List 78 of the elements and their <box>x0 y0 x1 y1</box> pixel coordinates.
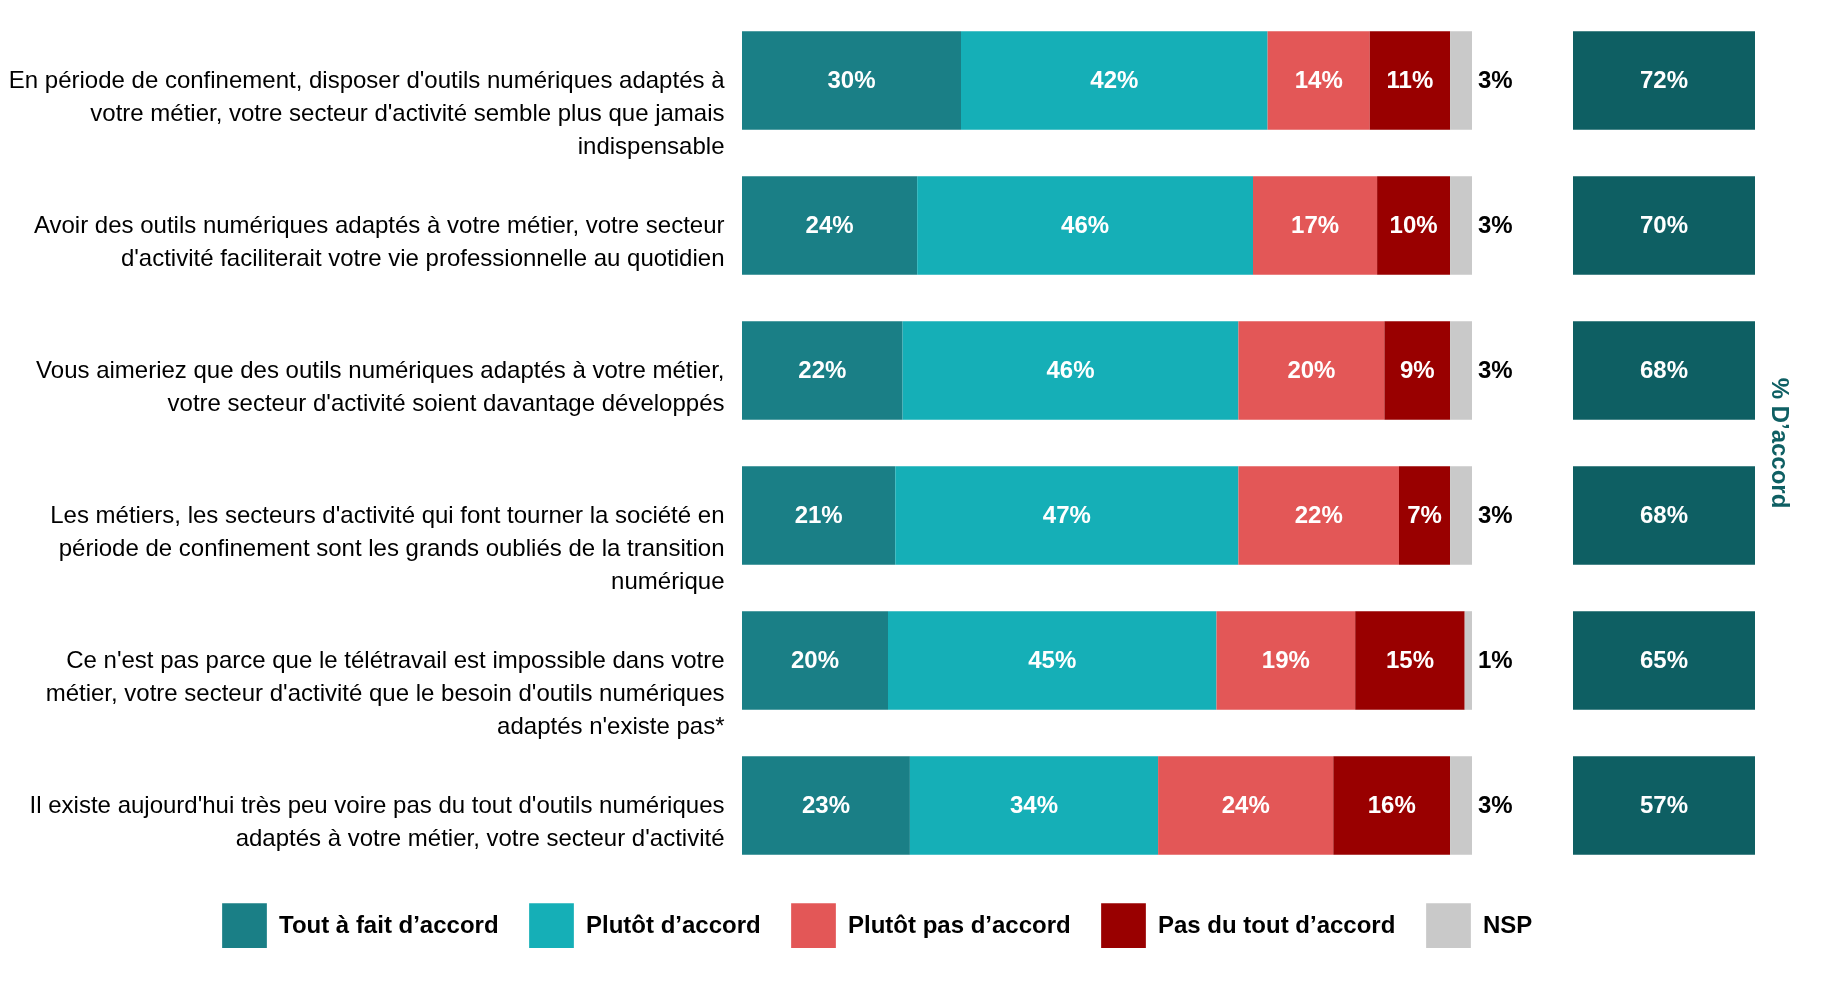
text: 65% <box>1639 645 1689 673</box>
legend-label: Pas du tout d’accord <box>1158 910 1396 938</box>
data-label: 23% <box>801 790 850 818</box>
bar <box>742 611 888 710</box>
data-label: 22% <box>1294 500 1343 528</box>
y-tick-label: En période de confinement, disposer d'outils numériques adaptés à votre métier, votre secteur d'activité semble plus que jamais indispensable <box>8 65 726 159</box>
data-label: 3% <box>1478 355 1513 383</box>
bar <box>742 756 910 855</box>
data-label: 3% <box>1478 65 1513 93</box>
text: 68% <box>1639 355 1689 383</box>
data-label: 21% <box>794 500 843 528</box>
bar <box>1384 321 1451 420</box>
text: 57% <box>1639 790 1689 818</box>
bar <box>1267 31 1370 130</box>
data-label: 47% <box>1042 500 1091 528</box>
data-label: 3% <box>1478 210 1513 238</box>
bar <box>902 321 1239 420</box>
bar <box>909 756 1159 855</box>
legend-label: Tout à fait d’accord <box>279 910 499 938</box>
bar <box>1333 756 1451 855</box>
data-label: 42% <box>1090 65 1139 93</box>
bar <box>742 176 918 275</box>
bar <box>1450 31 1472 130</box>
legend-label: Plutôt pas d’accord <box>848 910 1071 938</box>
bar <box>895 466 1239 565</box>
bar <box>1399 466 1451 565</box>
bar <box>1253 176 1378 275</box>
text: % D’accord <box>1767 377 1794 509</box>
bar <box>1238 321 1385 420</box>
bar <box>1450 756 1472 855</box>
bar <box>742 321 903 420</box>
bar <box>1464 611 1472 710</box>
data-label: 20% <box>790 645 840 673</box>
bar <box>961 31 1268 130</box>
data-label: 15% <box>1385 645 1434 673</box>
data-label: 16% <box>1367 790 1416 818</box>
data-label: 11% <box>1386 65 1434 93</box>
y-tick-label: Il existe aujourd'hui très peu voire pas du tout d'outils numériques adaptés à votre métier, votre secteur d'activité <box>29 790 725 851</box>
data-label: 3% <box>1478 790 1513 818</box>
data-label: 24% <box>805 210 854 238</box>
data-label: 34% <box>1009 790 1059 818</box>
data-label: 24% <box>1221 790 1270 818</box>
bar <box>742 466 896 565</box>
y-tick-label: Ce n'est pas parce que le télétravail est impossible dans votre métier, votre secteur d'activité que le besoin d'outils numériques adaptés n'existe pas* <box>45 645 725 739</box>
y-tick-label: Les métiers, les secteurs d'activité qui font tourner la société en période de confinement sont les grands oubliés de la transition numérique <box>50 500 725 594</box>
data-label: 45% <box>1028 645 1077 673</box>
bar <box>1158 756 1334 855</box>
data-label: 19% <box>1261 645 1310 673</box>
bar <box>1450 176 1472 275</box>
bar <box>917 176 1253 275</box>
data-label: 7% <box>1407 500 1442 528</box>
bar <box>1450 466 1472 565</box>
bar <box>1377 176 1451 275</box>
data-label: 10% <box>1389 210 1438 238</box>
y-tick-label: Avoir des outils numériques adaptés à votre métier, votre secteur d'activité faciliterait votre vie professionnelle au quotidien <box>33 210 725 271</box>
data-label: 9% <box>1399 355 1435 383</box>
bar <box>1238 466 1399 565</box>
data-label: 46% <box>1046 355 1095 383</box>
bar <box>1450 321 1472 420</box>
text: 70% <box>1639 210 1689 238</box>
data-label: 30% <box>827 65 876 93</box>
data-label: 14% <box>1294 65 1343 93</box>
data-label: 22% <box>798 355 847 383</box>
data-label: 1% <box>1478 645 1513 673</box>
bar <box>742 31 961 130</box>
data-label: 46% <box>1061 210 1110 238</box>
legend-label: Plutôt d’accord <box>586 910 761 938</box>
y-tick-label: Vous aimeriez que des outils numériques adaptés à votre métier, votre secteur d'activité soient davantage développés <box>36 355 725 416</box>
bar <box>1216 611 1356 710</box>
text: 68% <box>1639 500 1689 528</box>
data-label: 3% <box>1478 500 1513 528</box>
bar <box>1369 31 1451 130</box>
legend-label: NSP <box>1483 910 1533 938</box>
text: 72% <box>1639 65 1689 93</box>
bar <box>888 611 1217 710</box>
data-label: 20% <box>1287 355 1336 383</box>
data-label: 17% <box>1291 210 1340 238</box>
bar <box>1355 611 1465 710</box>
